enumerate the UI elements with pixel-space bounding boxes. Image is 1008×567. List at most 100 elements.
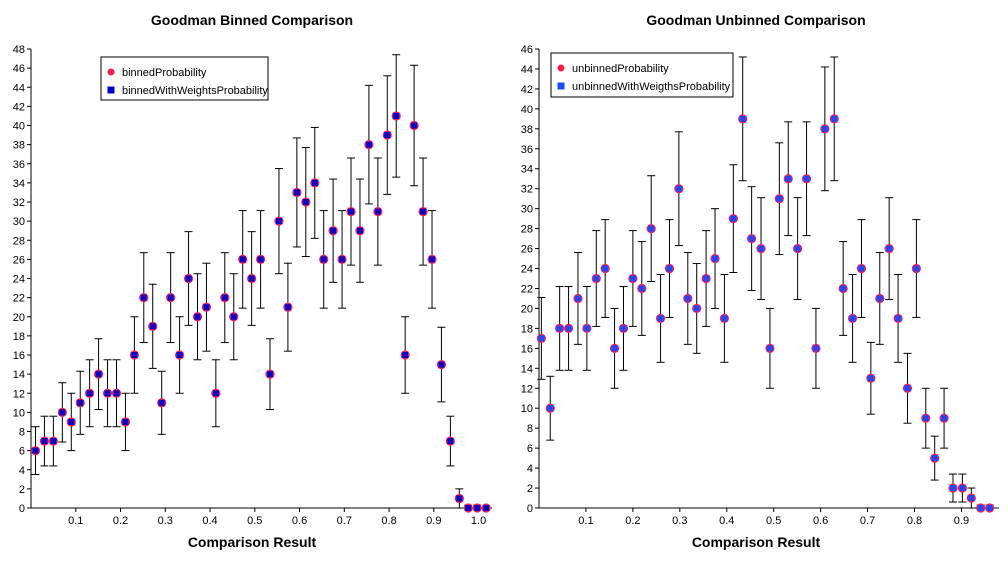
left-point-binnedWithWeightsProbability <box>41 438 48 445</box>
left-y-tick-label: 30 <box>13 216 25 228</box>
left-x-tick-label: 0.1 <box>68 515 83 527</box>
left-y-tick-label: 22 <box>13 293 25 305</box>
left-y-tick-label: 42 <box>13 101 25 113</box>
left-point-binnedWithWeightsProbability <box>131 352 138 358</box>
left-point-binnedWithWeightsProbability <box>185 275 192 282</box>
left-point-binnedWithWeightsProbability <box>32 447 39 454</box>
left-point-binnedWithWeightsProbability <box>257 256 264 263</box>
left-legend-box <box>100 56 269 101</box>
right-point-unbinnedWithWeigthsProbability <box>684 295 691 302</box>
left-point-binnedWithWeightsProbability <box>176 352 183 358</box>
right-y-tick-label: 34 <box>521 164 533 176</box>
right-point-unbinnedWithWeigthsProbability <box>703 275 710 282</box>
right-point-unbinnedWithWeigthsProbability <box>867 375 874 382</box>
left-point-binnedWithWeightsProbability <box>167 294 174 301</box>
right-chart-plot: 0246810121416182022242628303234363840424… <box>521 44 999 527</box>
left-x-tick-label: 0.2 <box>113 515 128 527</box>
right-point-unbinnedWithWeigthsProbability <box>766 345 773 352</box>
right-y-tick-label: 10 <box>521 403 533 415</box>
right-y-tick-label: 46 <box>521 44 533 56</box>
left-point-binnedWithWeightsProbability <box>374 208 381 215</box>
left-legend-marker-circle <box>107 68 115 76</box>
right-point-unbinnedWithWeigthsProbability <box>785 175 792 182</box>
right-point-unbinnedWithWeigthsProbability <box>730 215 737 222</box>
left-y-tick-label: 38 <box>13 140 25 152</box>
right-x-tick-label: 0.3 <box>672 515 687 527</box>
left-x-axis-label: Comparison Result <box>187 534 317 550</box>
left-point-binnedWithWeightsProbability <box>447 438 454 445</box>
right-point-unbinnedWithWeigthsProbability <box>638 285 645 292</box>
left-point-binnedWithWeightsProbability <box>330 227 337 234</box>
right-point-unbinnedWithWeigthsProbability <box>904 385 911 392</box>
left-y-tick-label: 8 <box>19 427 25 439</box>
right-y-tick-label: 32 <box>521 184 533 196</box>
right-y-tick-label: 28 <box>521 224 533 236</box>
right-point-unbinnedWithWeigthsProbability <box>629 275 636 282</box>
left-point-binnedWithWeightsProbability <box>104 390 111 397</box>
right-x-tick-label: 0.8 <box>907 515 922 527</box>
left-x-tick-label: 0.6 <box>292 515 307 527</box>
right-y-tick-label: 0 <box>527 503 533 515</box>
left-point-binnedWithWeightsProbability <box>113 390 120 397</box>
right-point-unbinnedWithWeigthsProbability <box>849 315 856 322</box>
left-point-binnedWithWeightsProbability <box>212 390 219 397</box>
right-point-unbinnedWithWeigthsProbability <box>876 295 883 302</box>
left-x-tick-label: 0.3 <box>158 515 173 527</box>
left-point-binnedWithWeightsProbability <box>411 122 418 129</box>
left-y-tick-label: 12 <box>13 388 25 400</box>
right-point-unbinnedWithWeigthsProbability <box>821 125 828 132</box>
right-y-tick-label: 2 <box>527 483 533 495</box>
left-y-tick-label: 18 <box>13 331 25 343</box>
left-point-binnedWithWeightsProbability <box>284 304 291 311</box>
right-chart-panel: Goodman Unbinned Comparison 0 2 4 6 8 10 12 14 1… <box>504 0 1008 567</box>
right-point-unbinnedWithWeigthsProbability <box>831 115 838 122</box>
left-x-tick-label: 0.7 <box>337 515 352 527</box>
right-point-unbinnedWithWeigthsProbability <box>803 175 810 182</box>
left-point-binnedWithWeightsProbability <box>356 227 363 234</box>
left-point-binnedWithWeightsProbability <box>365 141 372 148</box>
left-point-binnedWithWeightsProbability <box>384 132 391 139</box>
left-legend-label: binnedProbability <box>122 67 207 79</box>
right-legend-box <box>550 52 734 98</box>
left-y-tick-label: 16 <box>13 350 25 362</box>
right-point-unbinnedWithWeigthsProbability <box>977 505 984 511</box>
right-point-unbinnedWithWeigthsProbability <box>556 325 563 332</box>
left-point-binnedWithWeightsProbability <box>465 505 472 511</box>
right-point-unbinnedWithWeigthsProbability <box>547 405 554 412</box>
left-y-tick-label: 34 <box>13 178 25 190</box>
right-point-unbinnedWithWeigthsProbability <box>538 335 545 342</box>
right-point-unbinnedWithWeigthsProbability <box>593 275 600 282</box>
right-point-unbinnedWithWeigthsProbability <box>666 265 673 272</box>
right-legend-marker-circle <box>557 64 565 72</box>
left-y-tick-label: 24 <box>13 274 25 286</box>
right-y-tick-label: 24 <box>521 264 533 276</box>
left-point-binnedWithWeightsProbability <box>68 418 75 425</box>
right-y-tick-label: 26 <box>521 244 533 256</box>
right-x-tick-label: 0.1 <box>578 515 593 527</box>
right-y-tick-label: 12 <box>521 383 533 395</box>
right-y-tick-label: 42 <box>521 84 533 96</box>
left-legend-label: binnedWithWeightsProbability <box>122 85 268 97</box>
right-point-unbinnedWithWeigthsProbability <box>657 315 664 322</box>
right-point-unbinnedWithWeigthsProbability <box>565 325 572 332</box>
right-point-unbinnedWithWeigthsProbability <box>748 235 755 242</box>
right-y-tick-label: 4 <box>527 463 533 475</box>
right-y-tick-label: 44 <box>521 64 533 76</box>
left-point-binnedWithWeightsProbability <box>230 313 237 320</box>
left-point-binnedWithWeightsProbability <box>248 275 255 282</box>
left-x-tick-label: 0.5 <box>247 515 262 527</box>
left-y-tick-label: 32 <box>13 197 25 209</box>
left-x-tick-label: 1.0 <box>471 515 486 527</box>
right-point-unbinnedWithWeigthsProbability <box>886 245 893 252</box>
right-y-tick-label: 40 <box>521 104 533 116</box>
left-x-tick-label: 0.8 <box>381 515 396 527</box>
right-y-tick-label: 22 <box>521 283 533 295</box>
right-x-tick-label: 0.7 <box>860 515 875 527</box>
left-y-tick-label: 40 <box>13 121 25 133</box>
right-point-unbinnedWithWeigthsProbability <box>959 485 966 492</box>
right-y-tick-label: 36 <box>521 144 533 156</box>
right-y-tick-label: 38 <box>521 124 533 136</box>
right-point-unbinnedWithWeigthsProbability <box>812 345 819 352</box>
left-y-tick-label: 26 <box>13 254 25 266</box>
right-x-tick-label: 0.6 <box>813 515 828 527</box>
